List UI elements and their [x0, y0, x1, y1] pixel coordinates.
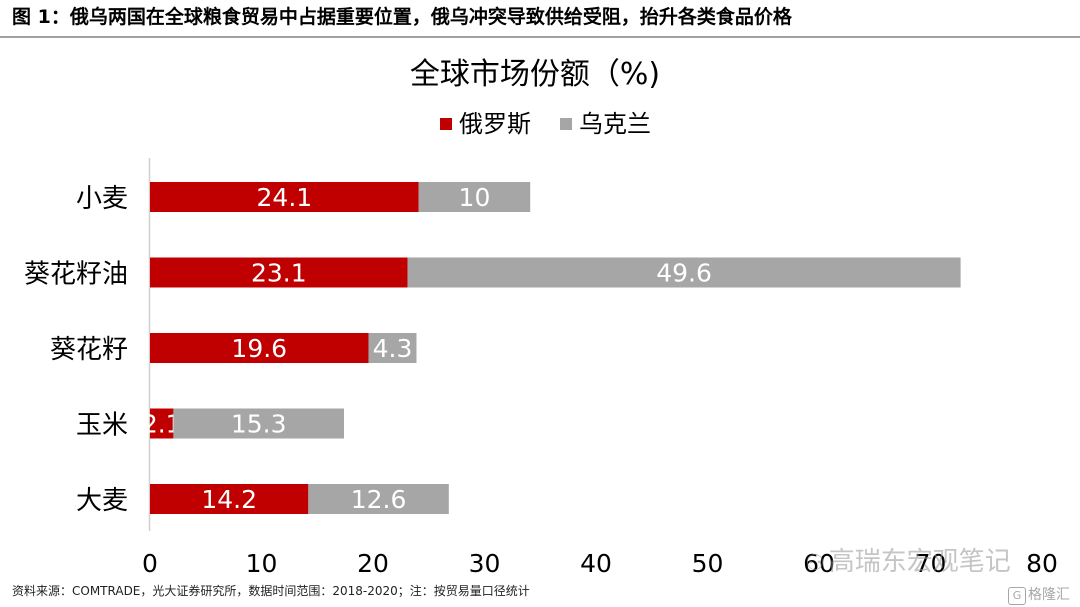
- watermark: ⚇ 高瑞东宏观笔记: [805, 541, 1011, 578]
- data-label-ukraine: 4.3: [373, 334, 413, 363]
- source-note: 资料来源：COMTRADE，光大证券研究所，数据时间范围：2018-2020；注…: [12, 584, 530, 598]
- category-label: 葵花籽: [50, 335, 128, 365]
- x-tick-label: 10: [246, 549, 278, 578]
- x-tick-label: 40: [580, 549, 612, 578]
- x-tick-label: 70: [915, 549, 947, 578]
- data-label-russia: 19.6: [231, 334, 287, 363]
- x-tick-label: 0: [142, 549, 158, 578]
- category-label: 大麦: [76, 486, 128, 516]
- bar-ukraine: [407, 257, 961, 288]
- legend-swatch-ukraine: [560, 118, 572, 130]
- data-label-russia: 23.1: [251, 259, 307, 288]
- x-tick-label: 30: [469, 549, 501, 578]
- corner-logo-icon: G: [1008, 587, 1026, 605]
- legend-swatch-russia: [440, 118, 452, 130]
- data-label-russia: 24.1: [257, 183, 313, 212]
- data-label-russia: 14.2: [201, 485, 257, 514]
- category-label: 葵花籽油: [24, 260, 128, 290]
- bar-russia: [150, 182, 419, 212]
- bar-russia: [150, 257, 408, 288]
- legend-label-russia: 俄罗斯: [459, 110, 531, 138]
- bar-ukraine: [368, 333, 417, 363]
- header-divider: [0, 36, 1080, 38]
- data-label-ukraine: 15.3: [231, 410, 287, 439]
- legend-label-ukraine: 乌克兰: [579, 110, 651, 138]
- bar-ukraine: [173, 408, 345, 439]
- corner-logo-text: 格隆汇: [1028, 587, 1070, 603]
- data-label-ukraine: 49.6: [656, 259, 712, 288]
- bar-russia: [150, 408, 174, 439]
- bar-ukraine: [418, 182, 531, 212]
- figure-header: 图 1：俄乌两国在全球粮食贸易中占据重要位置，俄乌冲突导致供给受阻，抬升各类食品…: [12, 6, 792, 28]
- bar-russia: [150, 484, 309, 514]
- bar-russia: [150, 333, 369, 363]
- category-label: 玉米: [76, 411, 128, 441]
- data-label-ukraine: 12.6: [351, 485, 407, 514]
- chart-legend: 俄罗斯 乌克兰: [440, 110, 651, 138]
- data-label-ukraine: 10: [459, 183, 491, 212]
- x-tick-label: 60: [803, 549, 835, 578]
- x-tick-label: 50: [692, 549, 724, 578]
- wechat-icon: ⚇: [805, 551, 825, 576]
- x-tick-label: 80: [1026, 549, 1058, 578]
- x-tick-label: 20: [357, 549, 389, 578]
- chart-title: 全球市场份额（%): [410, 57, 660, 92]
- watermark-text: 高瑞东宏观笔记: [828, 547, 1011, 577]
- bar-ukraine: [308, 484, 449, 514]
- category-label: 小麦: [76, 184, 128, 214]
- corner-logo: G 格隆汇: [1008, 584, 1070, 605]
